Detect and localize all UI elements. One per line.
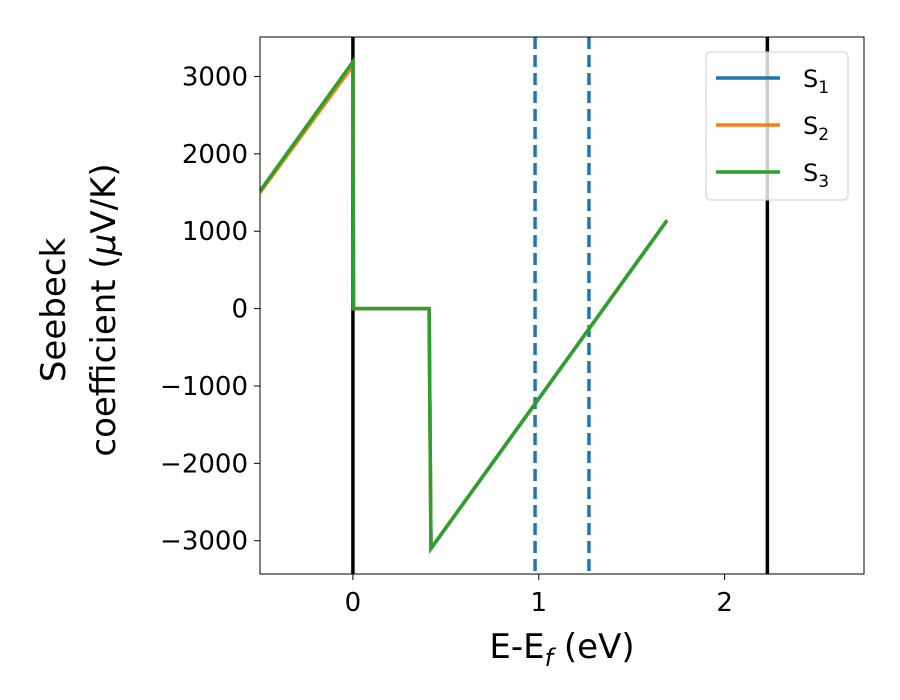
y-tick-label--2000: −2000 <box>160 449 248 479</box>
y-tick-label-1000: 1000 <box>182 217 248 247</box>
x-axis-label: E-Ef (eV) <box>489 627 634 672</box>
y-tick-label--3000: −3000 <box>160 527 248 557</box>
x-tick-label-1: 1 <box>530 588 547 618</box>
y-tick-label-2000: 2000 <box>182 140 248 170</box>
plot-content <box>260 37 770 574</box>
legend-label-s2: S2 <box>803 112 829 145</box>
x-tick-label-2: 2 <box>716 588 733 618</box>
legend: S1 S2 S3 <box>705 51 849 201</box>
legend-label-s3: S3 <box>803 159 829 192</box>
y-axis-label-line2: coefficient (μV/K) <box>84 163 124 456</box>
y-tick-label-3000: 3000 <box>182 62 248 92</box>
y-axis-label-line1: Seebeck <box>34 238 74 383</box>
x-axis: 0 1 2 <box>345 574 733 618</box>
y-tick-label--1000: −1000 <box>160 372 248 402</box>
y-tick-label-0: 0 <box>231 295 248 325</box>
x-tick-label-0: 0 <box>345 588 362 618</box>
legend-label-s1: S1 <box>803 65 829 98</box>
y-axis: 3000 2000 1000 0 −1000 −2000 −3000 <box>160 62 260 557</box>
y-axis-label: Seebeck coefficient (μV/K) <box>34 163 124 456</box>
series-line-s3 <box>260 56 669 554</box>
plot-frame <box>259 36 865 575</box>
